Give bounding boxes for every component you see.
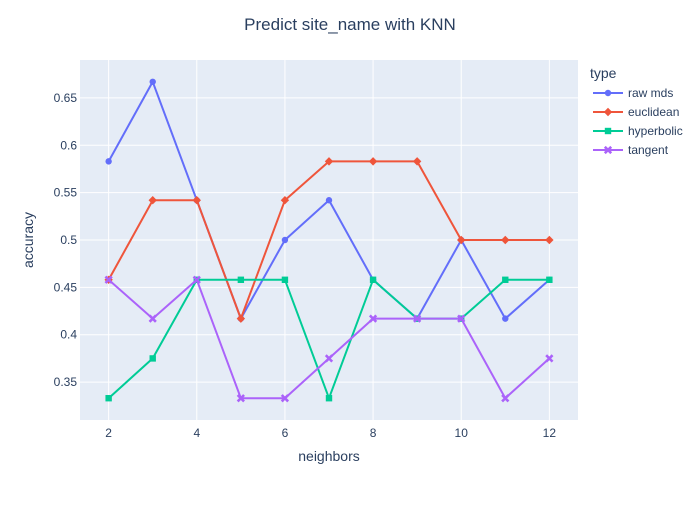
- legend[interactable]: type raw mds euclidean hyperbolic tangent: [590, 65, 683, 157]
- legend-label: tangent: [628, 143, 669, 157]
- y-tick-label: 0.45: [54, 280, 78, 294]
- data-point-hyperbolic: [105, 395, 112, 402]
- data-point-hyperbolic: [325, 395, 333, 402]
- data-point-raw-mds: [325, 197, 333, 204]
- legend-item-tangent[interactable]: tangent: [593, 143, 669, 157]
- y-tick-label: 0.5: [60, 233, 77, 247]
- y-axis-title: accuracy: [20, 212, 36, 268]
- legend-label: hyperbolic: [628, 124, 683, 138]
- data-point-euclidean: [368, 157, 378, 166]
- data-point-tangent: [413, 314, 422, 323]
- data-point-euclidean: [545, 235, 554, 245]
- legend-item-hyperbolic[interactable]: hyperbolic: [593, 124, 683, 138]
- x-tick-label: 12: [543, 426, 557, 440]
- x-tick-label: 2: [105, 426, 112, 440]
- data-point-hyperbolic: [237, 276, 245, 283]
- data-point-euclidean: [412, 157, 422, 166]
- chart-title: Predict site_name with KNN: [244, 15, 456, 34]
- legend-swatch-marker: [604, 127, 612, 135]
- data-point-euclidean: [501, 235, 510, 245]
- legend-swatch-marker: [604, 89, 612, 97]
- data-point-euclidean: [324, 157, 334, 166]
- x-tick-label: 10: [455, 426, 469, 440]
- data-point-hyperbolic: [502, 276, 509, 283]
- series-tangent: [104, 275, 554, 403]
- legend-item-euclidean[interactable]: euclidean: [593, 105, 679, 119]
- legend-item-raw-mds[interactable]: raw mds: [593, 86, 673, 100]
- y-tick-label: 0.6: [60, 138, 77, 152]
- data-point-tangent: [368, 314, 378, 323]
- legend-title: type: [590, 65, 617, 81]
- data-point-hyperbolic: [149, 355, 156, 362]
- data-point-raw-mds: [149, 78, 156, 85]
- data-point-raw-mds: [502, 315, 509, 322]
- data-point-tangent: [236, 394, 245, 403]
- data-point-euclidean: [457, 235, 466, 245]
- data-point-hyperbolic: [369, 276, 377, 283]
- data-point-raw-mds: [105, 158, 112, 165]
- y-tick-label: 0.55: [54, 186, 78, 200]
- series-euclidean: [104, 157, 554, 323]
- data-point-tangent: [324, 354, 334, 363]
- data-point-euclidean: [192, 196, 201, 205]
- data-point-hyperbolic: [546, 276, 553, 283]
- y-tick-label: 0.35: [54, 375, 78, 389]
- y-tick-label: 0.4: [60, 328, 77, 342]
- data-point-hyperbolic: [281, 276, 289, 283]
- x-tick-label: 6: [282, 426, 289, 440]
- data-point-tangent: [148, 314, 157, 323]
- y-tick-label: 0.65: [54, 91, 78, 105]
- legend-swatch-marker: [603, 107, 613, 117]
- data-point-tangent: [192, 275, 201, 284]
- data-point-tangent: [501, 394, 510, 403]
- data-point-tangent: [545, 354, 554, 363]
- data-point-tangent: [457, 314, 466, 323]
- data-point-tangent: [104, 275, 113, 284]
- data-point-euclidean: [236, 314, 246, 323]
- data-point-raw-mds: [281, 236, 289, 244]
- data-point-tangent: [280, 394, 290, 403]
- legend-label: euclidean: [628, 105, 679, 119]
- x-tick-label: 4: [193, 426, 200, 440]
- data-point-euclidean: [280, 196, 290, 205]
- x-axis-title: neighbors: [298, 448, 360, 464]
- legend-swatch-marker: [603, 145, 613, 155]
- axis-layer: 2 4 6 8 10 12 0.35 0.4 0.45 0.5 0.55 0.6 0.65: [54, 91, 557, 440]
- data-point-euclidean: [148, 196, 157, 205]
- legend-label: raw mds: [628, 86, 673, 100]
- x-tick-label: 8: [370, 426, 377, 440]
- series-layer: [104, 78, 554, 403]
